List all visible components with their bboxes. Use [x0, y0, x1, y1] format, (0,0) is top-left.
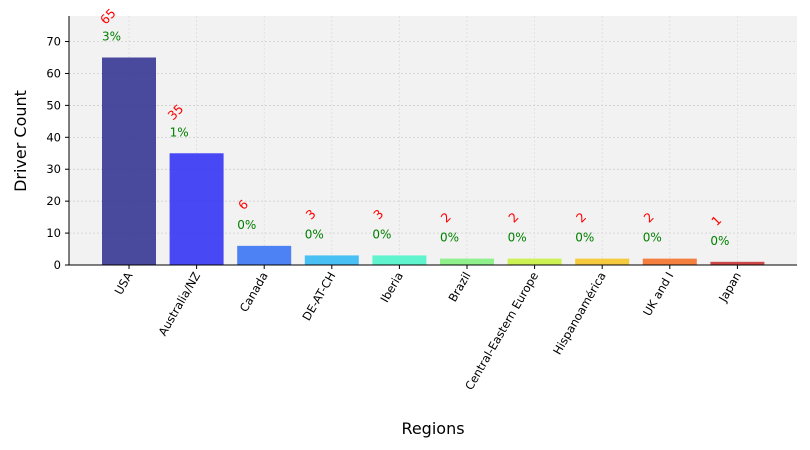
x-tick-label: Central-Eastern Europe — [462, 270, 541, 393]
y-tick-label: 20 — [46, 194, 61, 208]
bar — [710, 261, 765, 265]
bar — [304, 255, 359, 265]
x-ticks: USA Australia/NZ Canada DE-AT-CH Iberia Brazi… — [112, 265, 744, 392]
y-axis-title: Driver Count — [11, 90, 30, 192]
x-tick-label: Australia/NZ — [155, 269, 203, 338]
x-tick-label: Canada — [237, 270, 271, 315]
y-tick-label: 40 — [46, 130, 61, 144]
percent-label: 0% — [575, 231, 594, 245]
percent-label: 0% — [710, 234, 729, 248]
bar — [507, 258, 562, 265]
percent-label: 0% — [643, 231, 662, 245]
bar — [237, 245, 292, 265]
y-tick-label: 70 — [46, 35, 61, 49]
y-tick-label: 50 — [46, 98, 61, 112]
y-tick-label: 30 — [46, 162, 61, 176]
y-tick-label: 60 — [46, 66, 61, 80]
percent-label: 3% — [102, 30, 121, 44]
bar — [575, 258, 630, 265]
x-tick-label: Hispanoamérica — [550, 270, 609, 358]
percent-label: 0% — [508, 231, 527, 245]
x-tick-label: USA — [112, 269, 136, 297]
y-ticks: 0 10 20 30 40 50 60 70 — [46, 35, 69, 272]
axes — [68, 16, 797, 266]
x-tick-label: UK and I — [640, 270, 676, 319]
x-axis-title: Regions — [401, 419, 464, 438]
y-tick-label: 0 — [54, 258, 61, 272]
x-tick-label: Brazil — [445, 270, 473, 305]
bar — [169, 153, 224, 265]
percent-label: 1% — [170, 125, 189, 139]
bar — [372, 255, 427, 265]
bar — [440, 258, 494, 265]
bar — [642, 258, 697, 265]
percent-label: 0% — [237, 218, 256, 232]
percent-label: 0% — [305, 227, 324, 241]
bars — [102, 57, 765, 265]
y-tick-label: 10 — [46, 226, 61, 240]
percent-label: 0% — [372, 227, 391, 241]
percent-label: 0% — [440, 231, 459, 245]
bar — [102, 57, 156, 265]
x-tick-label: DE-AT-CH — [299, 270, 338, 324]
x-tick-label: Japan — [715, 270, 744, 306]
x-tick-label: Iberia — [377, 270, 405, 305]
